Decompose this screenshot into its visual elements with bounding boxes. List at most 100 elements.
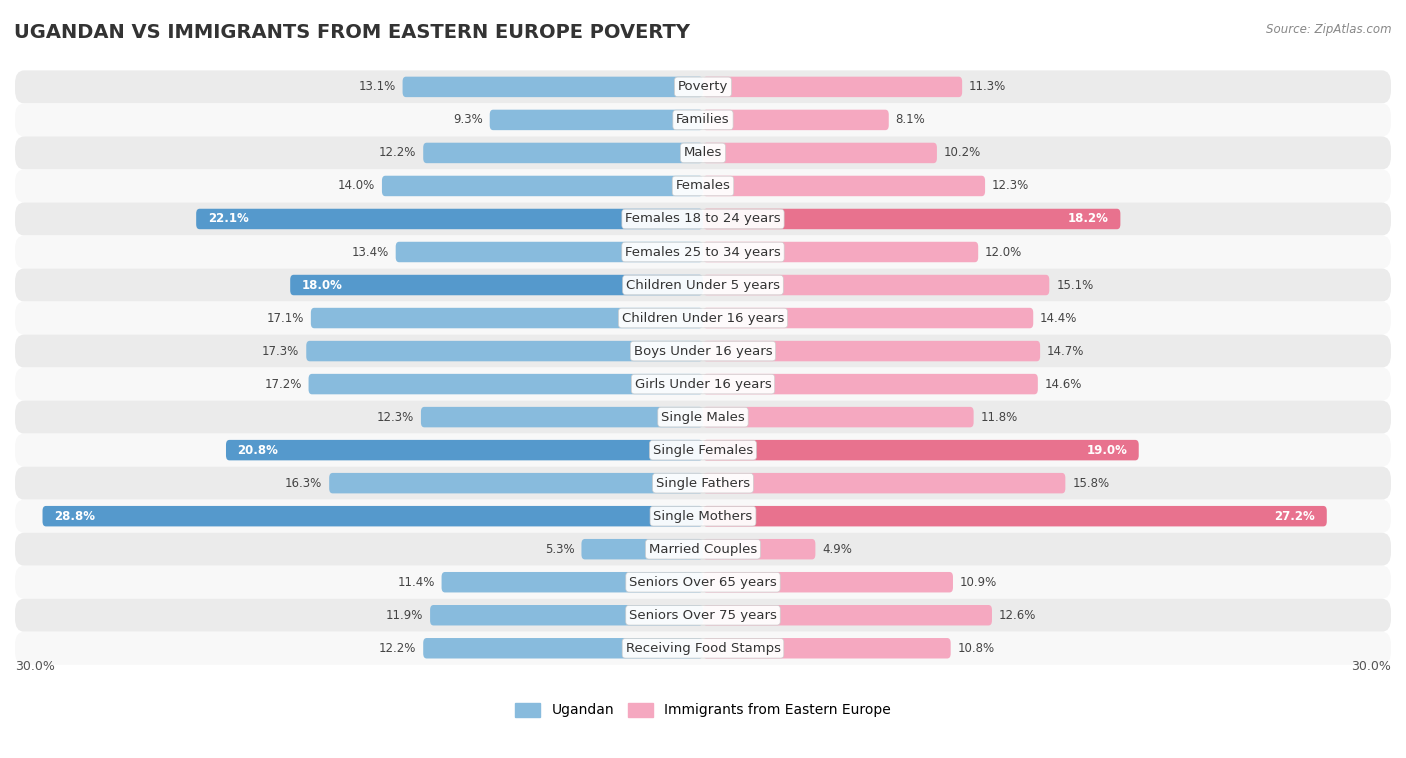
Text: Children Under 16 years: Children Under 16 years — [621, 312, 785, 324]
Text: Females 18 to 24 years: Females 18 to 24 years — [626, 212, 780, 225]
Text: UGANDAN VS IMMIGRANTS FROM EASTERN EUROPE POVERTY: UGANDAN VS IMMIGRANTS FROM EASTERN EUROP… — [14, 23, 690, 42]
Text: Receiving Food Stamps: Receiving Food Stamps — [626, 642, 780, 655]
Text: 15.8%: 15.8% — [1073, 477, 1109, 490]
FancyBboxPatch shape — [703, 605, 993, 625]
FancyBboxPatch shape — [15, 368, 1391, 400]
FancyBboxPatch shape — [15, 334, 1391, 368]
FancyBboxPatch shape — [42, 506, 703, 526]
FancyBboxPatch shape — [15, 631, 1391, 665]
FancyBboxPatch shape — [15, 103, 1391, 136]
Text: 17.3%: 17.3% — [262, 345, 299, 358]
FancyBboxPatch shape — [402, 77, 703, 97]
Text: 4.9%: 4.9% — [823, 543, 852, 556]
Text: 28.8%: 28.8% — [53, 509, 96, 523]
Text: 14.0%: 14.0% — [337, 180, 375, 193]
Text: 12.2%: 12.2% — [380, 146, 416, 159]
Text: 18.0%: 18.0% — [302, 278, 343, 292]
FancyBboxPatch shape — [382, 176, 703, 196]
Text: 10.8%: 10.8% — [957, 642, 994, 655]
Text: 12.6%: 12.6% — [998, 609, 1036, 622]
Text: 12.3%: 12.3% — [993, 180, 1029, 193]
Text: 8.1%: 8.1% — [896, 114, 925, 127]
Text: 20.8%: 20.8% — [238, 443, 278, 456]
FancyBboxPatch shape — [15, 500, 1391, 533]
FancyBboxPatch shape — [423, 143, 703, 163]
FancyBboxPatch shape — [703, 473, 1066, 493]
Text: 30.0%: 30.0% — [1351, 660, 1391, 673]
FancyBboxPatch shape — [703, 440, 1139, 460]
FancyBboxPatch shape — [311, 308, 703, 328]
Text: 16.3%: 16.3% — [285, 477, 322, 490]
FancyBboxPatch shape — [308, 374, 703, 394]
FancyBboxPatch shape — [15, 434, 1391, 467]
Text: Single Males: Single Males — [661, 411, 745, 424]
FancyBboxPatch shape — [15, 467, 1391, 500]
FancyBboxPatch shape — [420, 407, 703, 428]
Text: 13.4%: 13.4% — [352, 246, 389, 258]
Text: Boys Under 16 years: Boys Under 16 years — [634, 345, 772, 358]
FancyBboxPatch shape — [15, 268, 1391, 302]
Text: 15.1%: 15.1% — [1056, 278, 1094, 292]
Text: 11.4%: 11.4% — [398, 576, 434, 589]
Text: 5.3%: 5.3% — [546, 543, 575, 556]
Text: 19.0%: 19.0% — [1087, 443, 1128, 456]
FancyBboxPatch shape — [703, 275, 1049, 296]
FancyBboxPatch shape — [430, 605, 703, 625]
Text: 13.1%: 13.1% — [359, 80, 395, 93]
Text: Males: Males — [683, 146, 723, 159]
FancyBboxPatch shape — [15, 565, 1391, 599]
FancyBboxPatch shape — [703, 506, 1327, 526]
FancyBboxPatch shape — [489, 110, 703, 130]
FancyBboxPatch shape — [226, 440, 703, 460]
FancyBboxPatch shape — [307, 341, 703, 362]
Text: Married Couples: Married Couples — [650, 543, 756, 556]
Text: 11.3%: 11.3% — [969, 80, 1007, 93]
FancyBboxPatch shape — [703, 176, 986, 196]
FancyBboxPatch shape — [441, 572, 703, 593]
FancyBboxPatch shape — [290, 275, 703, 296]
Text: 17.1%: 17.1% — [267, 312, 304, 324]
Text: Females: Females — [675, 180, 731, 193]
Text: Seniors Over 75 years: Seniors Over 75 years — [628, 609, 778, 622]
FancyBboxPatch shape — [703, 341, 1040, 362]
Text: 17.2%: 17.2% — [264, 377, 302, 390]
FancyBboxPatch shape — [703, 143, 936, 163]
FancyBboxPatch shape — [15, 70, 1391, 103]
Text: Females 25 to 34 years: Females 25 to 34 years — [626, 246, 780, 258]
Text: 30.0%: 30.0% — [15, 660, 55, 673]
Text: 14.6%: 14.6% — [1045, 377, 1083, 390]
Text: Single Mothers: Single Mothers — [654, 509, 752, 523]
Text: Source: ZipAtlas.com: Source: ZipAtlas.com — [1267, 23, 1392, 36]
FancyBboxPatch shape — [197, 208, 703, 229]
FancyBboxPatch shape — [703, 308, 1033, 328]
FancyBboxPatch shape — [703, 208, 1121, 229]
FancyBboxPatch shape — [395, 242, 703, 262]
FancyBboxPatch shape — [703, 407, 973, 428]
Text: 11.8%: 11.8% — [980, 411, 1018, 424]
Text: Poverty: Poverty — [678, 80, 728, 93]
Text: 12.3%: 12.3% — [377, 411, 413, 424]
Text: 11.9%: 11.9% — [385, 609, 423, 622]
Legend: Ugandan, Immigrants from Eastern Europe: Ugandan, Immigrants from Eastern Europe — [510, 697, 896, 723]
Text: Single Fathers: Single Fathers — [657, 477, 749, 490]
Text: 10.9%: 10.9% — [960, 576, 997, 589]
FancyBboxPatch shape — [15, 599, 1391, 631]
FancyBboxPatch shape — [15, 170, 1391, 202]
FancyBboxPatch shape — [703, 110, 889, 130]
FancyBboxPatch shape — [15, 302, 1391, 334]
Text: 9.3%: 9.3% — [453, 114, 482, 127]
Text: 14.4%: 14.4% — [1040, 312, 1077, 324]
FancyBboxPatch shape — [423, 638, 703, 659]
FancyBboxPatch shape — [582, 539, 703, 559]
Text: Seniors Over 65 years: Seniors Over 65 years — [628, 576, 778, 589]
Text: 18.2%: 18.2% — [1069, 212, 1109, 225]
Text: Children Under 5 years: Children Under 5 years — [626, 278, 780, 292]
FancyBboxPatch shape — [15, 136, 1391, 170]
FancyBboxPatch shape — [703, 638, 950, 659]
Text: 10.2%: 10.2% — [943, 146, 981, 159]
FancyBboxPatch shape — [703, 374, 1038, 394]
FancyBboxPatch shape — [703, 539, 815, 559]
FancyBboxPatch shape — [15, 236, 1391, 268]
Text: Families: Families — [676, 114, 730, 127]
FancyBboxPatch shape — [703, 77, 962, 97]
